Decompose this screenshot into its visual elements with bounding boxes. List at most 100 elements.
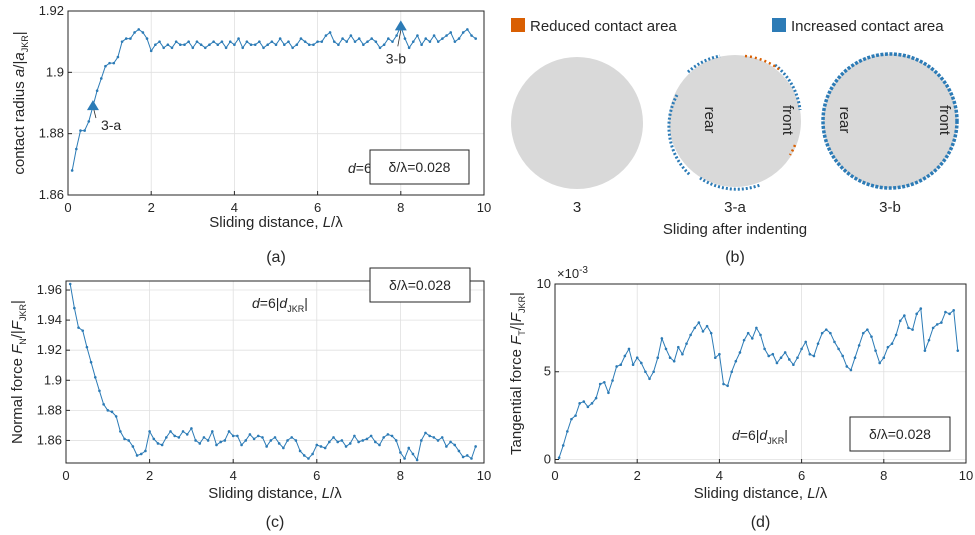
- data-point: [804, 340, 808, 344]
- data-point: [366, 40, 369, 43]
- data-point: [391, 40, 394, 43]
- data-point: [323, 446, 327, 450]
- data-point: [611, 379, 614, 382]
- contact-area-circle-3: [511, 57, 643, 189]
- data-point: [672, 359, 676, 363]
- data-point: [282, 446, 285, 450]
- data-point: [656, 356, 660, 360]
- data-point: [911, 328, 914, 331]
- marker-leader: [397, 30, 402, 47]
- y-exponent-label: ×10-3: [557, 265, 588, 281]
- y-tick-label: 5: [544, 364, 551, 379]
- data-point: [956, 349, 960, 352]
- data-point: [403, 457, 406, 460]
- data-point: [148, 430, 151, 433]
- data-point: [370, 37, 373, 40]
- y-axis-label: contact radius a/|aJKR|: [11, 31, 30, 174]
- data-point: [194, 439, 197, 442]
- data-point: [390, 434, 394, 438]
- data-point: [166, 43, 170, 47]
- data-point: [124, 37, 128, 40]
- annotation-delta: δ/λ=0.028: [389, 277, 451, 293]
- data-point: [420, 439, 423, 442]
- y-tick-label: 1.92: [39, 3, 64, 18]
- delta-annotation-box: [849, 416, 951, 452]
- data-point: [206, 439, 210, 442]
- data-point: [570, 417, 573, 421]
- data-point: [219, 440, 222, 444]
- data-point: [566, 430, 569, 433]
- data-point: [336, 440, 340, 444]
- plot-frame: [67, 10, 485, 196]
- data-point: [833, 340, 836, 344]
- data-point: [303, 40, 307, 43]
- data-point: [353, 434, 356, 438]
- data-point: [169, 430, 172, 433]
- data-point: [133, 31, 136, 34]
- y-tick-label: 1.9: [44, 372, 62, 387]
- data-point: [212, 40, 215, 43]
- data-point: [290, 436, 294, 439]
- circle-label-3b: 3-b: [879, 199, 901, 216]
- annotation-d: d=6|dJKR|: [732, 427, 788, 446]
- data-point: [149, 49, 153, 53]
- data-point: [102, 403, 105, 406]
- data-point: [445, 34, 448, 37]
- data-point: [677, 345, 680, 349]
- data-point: [357, 37, 361, 40]
- panel-b-label: (b): [725, 249, 745, 266]
- data-point: [154, 43, 157, 47]
- data-point: [131, 445, 135, 448]
- data-point: [315, 443, 319, 447]
- data-point: [302, 454, 306, 457]
- data-point: [273, 436, 277, 439]
- data-point: [190, 427, 193, 430]
- x-tick-label: 8: [880, 468, 887, 483]
- data-point: [319, 445, 323, 448]
- x-tick-label: 0: [551, 468, 558, 483]
- data-point: [104, 64, 107, 68]
- data-point: [245, 40, 249, 43]
- rear-label-3a: rear: [701, 107, 718, 134]
- data-point: [265, 445, 268, 448]
- marker-label: 3-b: [386, 50, 406, 66]
- panel-label: (d): [751, 514, 771, 531]
- data-point: [181, 430, 185, 433]
- x-tick-label: 6: [313, 468, 320, 483]
- data-point: [407, 46, 411, 50]
- data-point: [449, 440, 452, 444]
- x-tick-label: 4: [230, 468, 237, 483]
- data-point: [886, 345, 890, 349]
- data-point: [718, 352, 721, 356]
- data-point: [931, 326, 935, 330]
- data-point: [362, 43, 365, 47]
- data-point: [187, 40, 190, 43]
- data-point: [87, 120, 91, 123]
- annotation-d: d=6|dJKR|: [252, 295, 308, 314]
- data-point: [170, 46, 174, 50]
- data-point: [85, 345, 89, 349]
- data-point: [660, 337, 664, 340]
- data-point: [156, 442, 160, 445]
- data-point: [353, 40, 357, 43]
- data-point: [382, 436, 385, 439]
- data-point: [465, 454, 469, 457]
- data-point: [730, 370, 734, 374]
- data-point: [320, 40, 324, 43]
- data-point: [174, 40, 178, 43]
- data-point: [227, 430, 231, 433]
- data-point: [256, 434, 260, 438]
- data-point: [93, 375, 97, 379]
- data-point: [198, 442, 202, 445]
- data-point: [165, 436, 168, 439]
- data-point: [211, 430, 214, 433]
- legend-swatch-increased: [772, 18, 786, 32]
- data-point: [307, 43, 311, 47]
- data-point: [378, 443, 381, 447]
- data-point: [316, 40, 319, 43]
- data-point: [824, 328, 828, 331]
- data-point: [120, 40, 124, 43]
- data-point: [428, 40, 432, 43]
- x-tick-label: 10: [477, 200, 491, 215]
- data-point: [216, 43, 220, 47]
